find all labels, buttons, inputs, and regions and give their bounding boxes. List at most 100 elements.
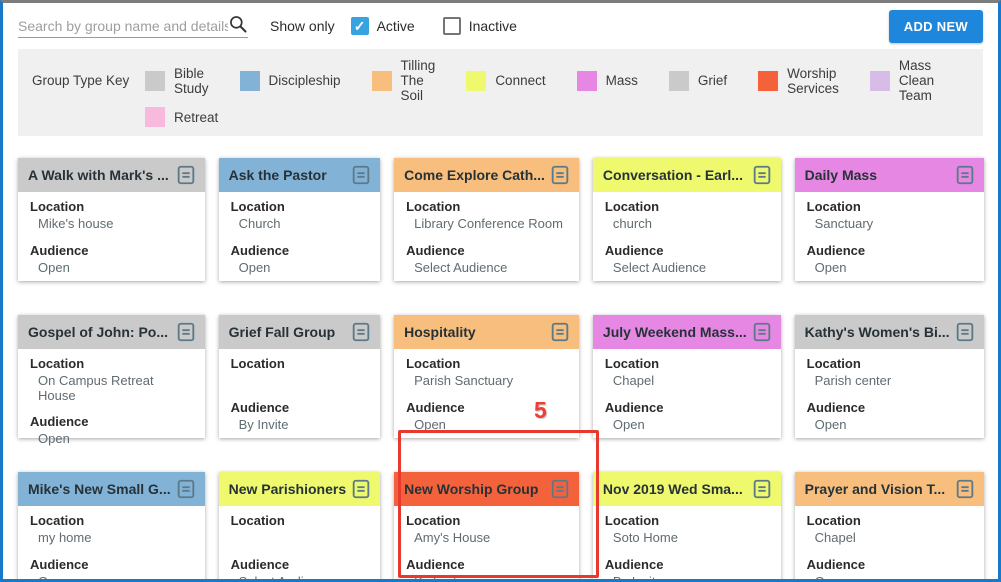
group-card-header[interactable]: Hospitality — [394, 315, 579, 349]
group-card-body: Location church Audience Select Audience — [593, 192, 781, 276]
document-icon[interactable] — [175, 164, 197, 186]
legend-item-label: Tilling The Soil — [400, 58, 436, 103]
audience-label: Audience — [806, 557, 866, 572]
group-card-header[interactable]: Kathy's Women's Bi... — [794, 315, 984, 349]
group-card-header[interactable]: Gospel of John: Po... — [18, 315, 205, 349]
group-title: Nov 2019 Wed Sma... — [602, 481, 743, 497]
add-new-button[interactable]: ADD NEW — [888, 9, 983, 43]
location-label: Location — [230, 513, 285, 528]
group-card[interactable]: Prayer and Vision T... Location Chapel A… — [794, 472, 984, 582]
group-card[interactable]: New Worship Group Location Amy's House A… — [394, 472, 579, 579]
group-card[interactable]: Conversation - Earl... Location church A… — [592, 158, 781, 281]
group-card-body: Location Soto Home Audience By Invite — [593, 506, 781, 579]
group-card-header[interactable]: Conversation - Earl... — [592, 158, 781, 192]
group-card-body: Location Church Audience Open — [219, 192, 381, 276]
group-card-body: Location Parish center Audience Open — [795, 349, 984, 433]
group-card-header[interactable]: Ask the Pastor — [218, 158, 381, 192]
location-value: Chapel — [814, 530, 856, 545]
group-card-body: Location Parish Sanctuary Audience Open — [394, 349, 579, 433]
document-icon[interactable] — [751, 478, 773, 500]
audience-field: Audience By Invite — [231, 400, 371, 433]
document-icon[interactable] — [954, 478, 976, 500]
search-input[interactable] — [18, 18, 228, 34]
location-label: Location — [806, 199, 861, 214]
checkbox-label: Active — [376, 18, 415, 34]
group-title: July Weekend Mass... — [602, 324, 747, 340]
group-card[interactable]: Come Explore Cath... Location Library Co… — [394, 158, 579, 281]
audience-label: Audience — [406, 557, 465, 572]
document-icon[interactable] — [350, 321, 372, 343]
group-title: Kathy's Women's Bi... — [804, 324, 950, 340]
document-icon[interactable] — [350, 478, 372, 500]
group-card-header[interactable]: Grief Fall Group — [218, 315, 381, 349]
group-card[interactable]: Daily Mass Location Sanctuary Audience O — [794, 158, 984, 281]
checkbox-box[interactable]: ✓ — [350, 17, 369, 35]
group-title: Mike's New Small G... — [28, 481, 171, 497]
group-card-body: Location Sanctuary Audience Open — [795, 192, 984, 276]
group-card-header[interactable]: A Walk with Mark's ... — [18, 158, 205, 192]
group-card-header[interactable]: Mike's New Small G... — [18, 472, 205, 506]
location-label: Location — [806, 513, 861, 528]
legend-item: Grief — [668, 70, 727, 91]
group-card-header[interactable]: Daily Mass — [794, 158, 984, 192]
audience-label: Audience — [230, 400, 290, 415]
document-icon[interactable] — [350, 164, 372, 186]
location-label: Location — [806, 356, 861, 371]
document-icon[interactable] — [751, 164, 773, 186]
document-icon[interactable] — [751, 321, 773, 343]
filter-checkbox[interactable]: ✓ Inactive — [442, 17, 517, 35]
group-card[interactable]: Hospitality Location Parish Sanctuary Au… — [394, 315, 579, 438]
group-card-body: Location Mike's house Audience Open — [18, 192, 205, 276]
group-card[interactable]: Mike's New Small G... Location my home A… — [18, 472, 205, 579]
group-card-header[interactable]: Prayer and Vision T... — [794, 472, 984, 506]
group-card-body: Location Library Conference Room Audienc… — [394, 192, 579, 276]
checkbox-box[interactable]: ✓ — [442, 17, 461, 35]
audience-field: Audience Select Audience — [231, 557, 371, 579]
filter-checkbox[interactable]: ✓ Active — [350, 17, 415, 35]
location-label: Location — [30, 513, 85, 528]
legend-color-swatch — [145, 107, 165, 127]
group-card[interactable]: A Walk with Mark's ... Location Mike's h… — [18, 158, 205, 281]
group-card[interactable]: New Parishioners Location Audience Sele — [218, 472, 381, 579]
audience-field: Audience Open — [30, 243, 195, 276]
location-value: church — [612, 216, 652, 231]
document-icon[interactable] — [954, 164, 976, 186]
document-icon[interactable] — [549, 164, 571, 186]
document-icon[interactable] — [549, 478, 571, 500]
group-card-header[interactable]: Nov 2019 Wed Sma... — [592, 472, 781, 506]
group-card-body: Location Audience Select Audience — [219, 506, 381, 579]
location-value: Soto Home — [612, 530, 678, 545]
group-card-header[interactable]: New Worship Group — [394, 472, 579, 506]
legend-color-swatch — [466, 70, 487, 91]
audience-value: Select Audience — [612, 260, 707, 275]
document-icon[interactable] — [175, 321, 197, 343]
audience-value: Open — [414, 417, 446, 432]
location-value: Sanctuary — [814, 216, 874, 231]
legend-item-label: Mass — [605, 73, 638, 88]
document-icon[interactable] — [954, 321, 976, 343]
group-card[interactable]: Kathy's Women's Bi... Location Parish ce… — [794, 315, 984, 438]
document-icon[interactable] — [175, 478, 197, 500]
group-card[interactable]: Ask the Pastor Location Church Audience — [218, 158, 381, 281]
legend-item: Retreat — [145, 107, 218, 127]
group-card-body: Location my home Audience Open — [18, 506, 205, 579]
document-icon[interactable] — [549, 321, 571, 343]
group-card[interactable]: July Weekend Mass... Location Chapel Aud… — [592, 315, 781, 438]
legend-item-label: Retreat — [174, 109, 219, 125]
group-title: Ask the Pastor — [228, 167, 327, 183]
group-card-header[interactable]: New Parishioners — [218, 472, 381, 506]
group-card[interactable]: Nov 2019 Wed Sma... Location Soto Home A… — [592, 472, 781, 579]
group-card[interactable]: Grief Fall Group Location Audience By I — [218, 315, 381, 438]
audience-value: Open — [814, 574, 847, 582]
group-card[interactable]: Gospel of John: Po... Location On Campus… — [18, 315, 205, 446]
location-field: Location Library Conference Room — [406, 199, 569, 232]
audience-value: Open — [814, 260, 847, 275]
legend-item: Bible Study — [145, 66, 209, 96]
audience-field: Audience Open — [406, 400, 569, 433]
audience-label: Audience — [604, 400, 664, 415]
group-card-header[interactable]: Come Explore Cath... — [394, 158, 579, 192]
group-card-header[interactable]: July Weekend Mass... — [592, 315, 781, 349]
search-icon[interactable] — [228, 14, 248, 34]
show-only-label: Show only — [270, 18, 335, 34]
location-label: Location — [30, 199, 85, 214]
